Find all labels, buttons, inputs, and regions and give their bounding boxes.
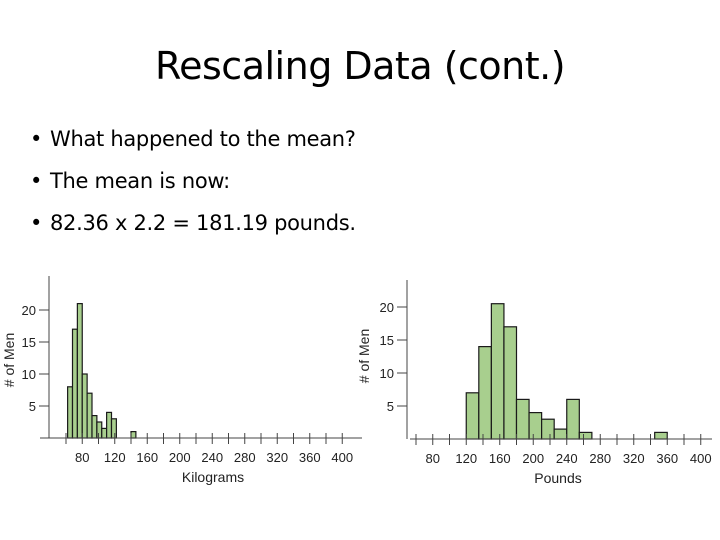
histogram-pounds: 5 10 15 20 # of Men 80 120 160 200 240 280 320 360 40… xyxy=(356,280,712,486)
y-tick-label: 10 xyxy=(380,366,394,381)
bullet-text: The mean is now: xyxy=(50,169,230,193)
bullet-dot: • xyxy=(30,127,43,151)
x-tick-label: 120 xyxy=(104,450,126,465)
x-tick-label: 400 xyxy=(331,450,353,465)
y-tick-label: 20 xyxy=(22,303,36,318)
x-tick-label: 120 xyxy=(455,451,477,466)
y-tick-label: 15 xyxy=(380,333,394,348)
histogram-bar xyxy=(91,415,98,439)
x-tick-label: 320 xyxy=(266,450,288,465)
x-axis-title: Pounds xyxy=(534,470,581,486)
x-tick-label: 400 xyxy=(690,451,712,466)
y-tick-label: 10 xyxy=(22,367,36,382)
x-tick-label: 240 xyxy=(201,450,223,465)
histogram-bar xyxy=(76,302,83,439)
histogram-bar xyxy=(553,428,568,440)
histogram-bar xyxy=(130,431,137,439)
x-tick-label: 160 xyxy=(489,451,511,466)
y-axis-title: # of Men xyxy=(1,333,17,387)
histogram-bar xyxy=(503,326,518,440)
x-tick-label: 280 xyxy=(234,450,256,465)
histogram-bar xyxy=(478,345,492,440)
x-tick-label: 360 xyxy=(299,450,321,465)
bullet-text: What happened to the mean? xyxy=(50,127,356,151)
histogram-bar xyxy=(490,303,505,440)
bullet-list: • What happened to the mean? • The mean is… xyxy=(30,118,356,244)
y-tick-label: 15 xyxy=(22,335,36,350)
bullet-item: • 82.36 x 2.2 = 181.19 pounds. xyxy=(30,202,356,244)
y-axis-title: # of Men xyxy=(356,329,372,383)
histogram-bar xyxy=(67,386,74,439)
x-tick-label: 200 xyxy=(522,451,544,466)
histogram-bar xyxy=(86,392,93,439)
x-tick-label: 320 xyxy=(623,451,645,466)
y-tick-label: 20 xyxy=(380,300,394,315)
histogram-bar xyxy=(96,421,103,439)
histogram-bar xyxy=(81,373,88,439)
histogram-bar xyxy=(654,431,668,440)
x-tick-label: 80 xyxy=(426,451,440,466)
histogram-bar xyxy=(106,411,113,439)
x-tick-label: 360 xyxy=(656,451,678,466)
y-tick-label: 5 xyxy=(387,399,394,414)
bullet-text: 82.36 x 2.2 = 181.19 pounds. xyxy=(50,211,356,235)
histogram-bar xyxy=(541,418,555,440)
x-axis-title: Kilograms xyxy=(182,469,244,485)
bullet-dot: • xyxy=(30,169,43,193)
y-tick-label: 5 xyxy=(29,399,36,414)
histogram-bar xyxy=(465,392,480,440)
histogram-bar xyxy=(71,328,78,439)
histogram-bar xyxy=(578,431,593,440)
histogram-kilograms: 5 10 15 20 # of Men 80 120 160 200 240 280 320 360 40… xyxy=(1,276,362,485)
x-tick-label: 240 xyxy=(556,451,578,466)
bullet-dot: • xyxy=(30,211,43,235)
x-tick-label: 280 xyxy=(589,451,611,466)
histogram-bar xyxy=(110,418,117,439)
bullet-item: • What happened to the mean? xyxy=(30,118,356,160)
histogram-bar xyxy=(566,398,580,440)
x-tick-label: 160 xyxy=(136,450,158,465)
histogram-bar xyxy=(101,427,108,439)
x-tick-label: 200 xyxy=(169,450,191,465)
bullet-item: • The mean is now: xyxy=(30,160,356,202)
histogram-bar xyxy=(515,398,530,440)
histogram-bar xyxy=(528,412,543,440)
slide-title: Rescaling Data (cont.) xyxy=(154,44,566,88)
x-tick-label: 80 xyxy=(75,450,89,465)
